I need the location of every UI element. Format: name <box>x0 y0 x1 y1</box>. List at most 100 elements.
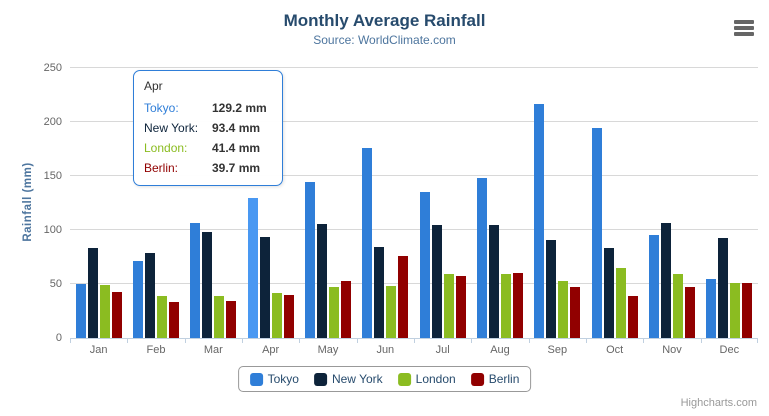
bar-new-york-jun[interactable] <box>374 246 385 338</box>
bar-new-york-jan[interactable] <box>87 247 98 338</box>
legend-label: London <box>415 372 456 386</box>
credits-link[interactable]: Highcharts.com <box>680 397 757 409</box>
bar-tokyo-aug[interactable] <box>476 177 487 338</box>
x-axis-tick <box>70 338 71 343</box>
legend-item-new-york[interactable]: New York <box>313 372 383 386</box>
tooltip-series-value: 129.2 mm <box>212 101 267 115</box>
x-axis-label-nov: Nov <box>662 344 682 356</box>
gridline-200 <box>70 121 758 122</box>
y-axis-label-100: 100 <box>43 224 62 236</box>
y-axis-labels: 0 50 100 150 200 250 <box>20 58 62 344</box>
bar-berlin-jul[interactable] <box>455 276 466 338</box>
bar-tokyo-dec[interactable] <box>706 279 717 338</box>
y-axis-label-200: 200 <box>43 116 62 128</box>
bar-tokyo-sep[interactable] <box>534 104 545 338</box>
category-group-jul <box>414 58 471 338</box>
legend-item-berlin[interactable]: Berlin <box>470 372 519 386</box>
x-axis-tick <box>757 338 758 343</box>
x-axis-tick <box>127 338 129 343</box>
bar-london-nov[interactable] <box>672 273 683 338</box>
bar-tokyo-jun[interactable] <box>362 147 373 338</box>
bar-tokyo-jan[interactable] <box>75 284 86 338</box>
legend-item-tokyo[interactable]: Tokyo <box>249 372 299 386</box>
x-axis-tick <box>184 338 186 343</box>
x-axis-label-jul: Jul <box>435 344 450 356</box>
category-group-sep <box>529 58 586 338</box>
gridline-150 <box>70 175 758 176</box>
bar-london-jan[interactable] <box>99 285 110 338</box>
bar-london-aug[interactable] <box>500 273 511 338</box>
tooltip-row-tokyo: Tokyo: 129.2 mm <box>144 98 272 118</box>
legend-item-london[interactable]: London <box>397 372 456 386</box>
legend-swatch-icon <box>397 372 411 386</box>
x-axis-label-apr: Apr <box>262 344 280 356</box>
bar-berlin-may[interactable] <box>340 281 351 338</box>
bar-london-mar[interactable] <box>214 295 225 338</box>
bar-berlin-nov[interactable] <box>684 287 695 338</box>
x-axis-tick <box>356 338 358 343</box>
bar-new-york-feb[interactable] <box>144 252 155 338</box>
bar-berlin-jan[interactable] <box>111 292 122 338</box>
chart-subtitle: Source: WorldClimate.com <box>313 33 456 47</box>
gridline-50 <box>70 283 758 284</box>
bar-london-oct[interactable] <box>615 267 626 338</box>
bar-berlin-aug[interactable] <box>512 272 523 338</box>
x-axis-tick <box>414 338 415 343</box>
gridline-250 <box>70 67 758 68</box>
context-menu-button[interactable] <box>730 17 758 39</box>
gridline-100 <box>70 229 758 230</box>
bar-tokyo-feb[interactable] <box>132 260 143 338</box>
legend-label: New York <box>331 372 383 386</box>
bar-tokyo-apr[interactable] <box>247 198 258 338</box>
bar-london-jul[interactable] <box>443 274 454 338</box>
chart-title: Monthly Average Rainfall <box>283 11 486 30</box>
bar-new-york-oct[interactable] <box>603 247 614 338</box>
tooltip-series-value: 39.7 mm <box>212 161 261 175</box>
x-axis-label-mar: Mar <box>203 344 223 356</box>
bar-new-york-may[interactable] <box>316 223 327 338</box>
bar-tokyo-may[interactable] <box>304 182 315 338</box>
x-axis-label-may: May <box>317 344 339 356</box>
bar-berlin-jun[interactable] <box>398 256 409 338</box>
bar-new-york-dec[interactable] <box>718 238 729 338</box>
bar-tokyo-nov[interactable] <box>648 234 659 338</box>
bar-london-apr[interactable] <box>271 293 282 338</box>
bar-tokyo-mar[interactable] <box>190 223 201 338</box>
bar-london-jun[interactable] <box>386 285 397 338</box>
legend-swatch-icon <box>470 372 484 386</box>
bar-berlin-apr[interactable] <box>283 295 294 338</box>
bar-new-york-aug[interactable] <box>488 225 499 338</box>
bar-new-york-sep[interactable] <box>546 239 557 338</box>
bar-berlin-feb[interactable] <box>168 302 179 338</box>
x-axis-tick <box>242 338 243 343</box>
x-axis-label-dec: Dec <box>719 344 740 356</box>
y-axis-label-150: 150 <box>43 170 62 182</box>
y-axis-label-50: 50 <box>49 278 62 290</box>
bar-tokyo-jul[interactable] <box>419 191 430 338</box>
x-axis-label-jan: Jan <box>89 344 108 356</box>
bar-berlin-mar[interactable] <box>226 300 237 338</box>
category-group-dec <box>701 58 758 338</box>
x-axis-tick <box>471 338 473 343</box>
bar-london-feb[interactable] <box>156 296 167 338</box>
bar-berlin-sep[interactable] <box>570 286 581 338</box>
tooltip-series-label: Berlin: <box>144 161 179 175</box>
bar-new-york-jul[interactable] <box>431 224 442 338</box>
x-axis-label-sep: Sep <box>547 344 568 356</box>
legend: Tokyo New York London Berlin <box>237 366 532 392</box>
bar-tokyo-oct[interactable] <box>591 128 602 338</box>
bar-berlin-oct[interactable] <box>627 295 638 338</box>
bar-new-york-apr[interactable] <box>259 237 270 338</box>
bar-london-may[interactable] <box>328 287 339 338</box>
bar-new-york-mar[interactable] <box>202 231 213 338</box>
bar-berlin-dec[interactable] <box>742 282 753 338</box>
x-axis-tick <box>700 338 702 343</box>
bar-london-sep[interactable] <box>558 281 569 338</box>
x-axis-label-aug: Aug <box>490 344 510 356</box>
x-axis-labels: Jan Feb Mar Apr May Jun Jul Aug Sep Oct Nov Dec <box>70 344 758 358</box>
category-group-feb <box>127 58 184 338</box>
category-group-may <box>299 58 356 338</box>
bar-london-dec[interactable] <box>730 282 741 338</box>
bar-new-york-nov[interactable] <box>660 222 671 338</box>
